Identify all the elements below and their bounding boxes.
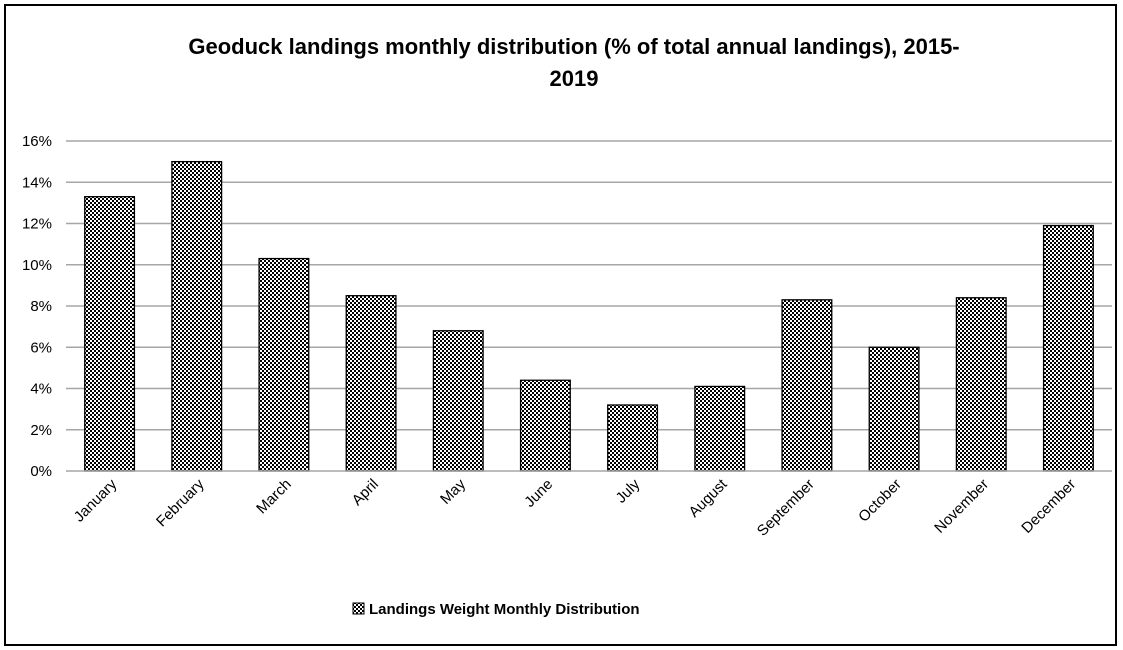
bars: [84, 160, 1094, 472]
legend: Landings Weight Monthly Distribution: [352, 601, 640, 618]
chart-title-line-2: 2019: [550, 66, 599, 91]
bar-december: [1042, 224, 1094, 472]
y-tick-label: 12%: [22, 216, 52, 233]
y-tick-label: 0%: [30, 463, 52, 480]
y-tick-label: 2%: [30, 422, 52, 439]
bar-march: [258, 257, 310, 472]
y-tick-label: 4%: [30, 381, 52, 398]
y-tick-label: 14%: [22, 174, 52, 191]
chart-svg: Geoduck landings monthly distribution (%…: [22, 34, 1112, 618]
y-tick-label: 8%: [30, 298, 52, 315]
bar-june: [519, 379, 571, 472]
y-tick-label: 10%: [22, 257, 52, 274]
bar-may: [432, 330, 484, 472]
x-tick-label: April: [349, 476, 382, 509]
x-tick-label: August: [686, 475, 732, 521]
x-tick-label: October: [855, 476, 905, 526]
x-axis-ticks: January February March April May June July Augu…: [71, 475, 1080, 539]
y-tick-label: 16%: [22, 133, 52, 150]
legend-label: Landings Weight Monthly Distribution: [369, 601, 640, 618]
bar-october: [868, 346, 920, 472]
x-tick-label: December: [1018, 476, 1079, 537]
bar-september: [781, 299, 833, 472]
x-tick-label: June: [521, 476, 556, 511]
gridlines: [66, 140, 1112, 431]
chart-title-line-1: Geoduck landings monthly distribution (%…: [188, 34, 959, 59]
bar-april: [345, 295, 397, 472]
bar-january: [84, 196, 136, 472]
x-tick-label: July: [613, 475, 644, 506]
x-tick-label: February: [153, 475, 208, 530]
x-tick-label: January: [71, 475, 121, 525]
x-tick-label: September: [754, 476, 818, 540]
legend-swatch: [352, 602, 365, 615]
bar-february: [171, 160, 223, 472]
bar-november: [955, 297, 1007, 472]
x-tick-label: March: [253, 476, 294, 517]
y-tick-label: 6%: [30, 339, 52, 356]
bar-july: [607, 404, 659, 472]
y-axis-ticks: 0% 2% 4% 6% 8% 10% 12% 14% 16%: [22, 133, 52, 480]
chart-frame: Geoduck landings monthly distribution (%…: [4, 4, 1117, 646]
bar-august: [694, 385, 746, 472]
x-tick-label: May: [437, 475, 469, 507]
x-tick-label: November: [931, 476, 992, 537]
